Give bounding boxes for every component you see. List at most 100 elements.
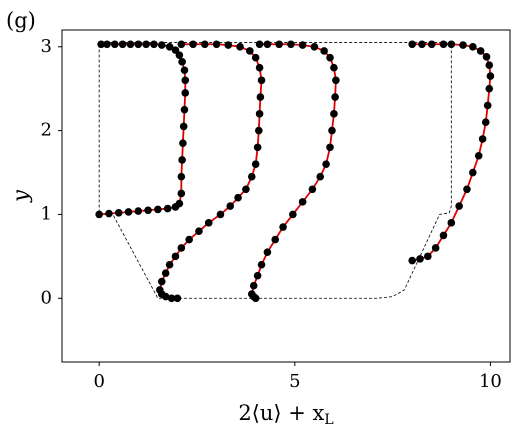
- data-point: [201, 40, 209, 49]
- data-point: [478, 135, 487, 143]
- data-point: [476, 47, 485, 55]
- data-point: [463, 185, 471, 194]
- data-point: [224, 41, 233, 49]
- data-point: [171, 252, 180, 261]
- data-point: [483, 101, 492, 110]
- data-point: [328, 126, 336, 135]
- data-point: [310, 42, 319, 51]
- data-point: [427, 40, 436, 49]
- data-point: [212, 40, 221, 49]
- data-point: [320, 47, 328, 55]
- plot-frame: [61, 29, 511, 363]
- data-point: [486, 72, 495, 80]
- profile-line: [250, 43, 337, 299]
- data-point: [326, 53, 334, 62]
- data-point: [287, 40, 295, 49]
- data-point: [257, 260, 266, 269]
- data-point: [154, 205, 162, 214]
- x-tick-label: 5: [289, 371, 300, 392]
- data-point: [279, 223, 287, 231]
- data-point: [134, 207, 143, 215]
- panel-label: (g): [6, 9, 36, 33]
- data-point: [189, 40, 197, 49]
- data-point: [481, 118, 490, 127]
- data-point: [111, 40, 119, 49]
- data-point: [126, 40, 135, 49]
- data-point: [179, 139, 187, 147]
- data-point: [114, 208, 123, 217]
- profile-line: [99, 43, 187, 216]
- data-point: [469, 168, 477, 177]
- data-point: [474, 151, 483, 160]
- x-axis-label-sub: L: [324, 412, 333, 428]
- data-point: [234, 193, 242, 202]
- data-point: [195, 227, 203, 236]
- data-point: [330, 110, 338, 118]
- x-tick-label: 0: [93, 371, 104, 392]
- data-point: [185, 235, 193, 244]
- data-point: [180, 66, 189, 75]
- data-point: [181, 76, 190, 85]
- data-point: [255, 63, 264, 72]
- data-point: [316, 172, 325, 181]
- data-point: [177, 40, 186, 49]
- data-point: [157, 41, 166, 49]
- data-point: [157, 277, 166, 286]
- data-point: [181, 89, 190, 97]
- data-point: [439, 40, 448, 49]
- data-point: [298, 41, 307, 49]
- data-point: [156, 286, 164, 294]
- data-point: [165, 42, 174, 51]
- data-point: [179, 122, 188, 131]
- y-tick-label: 0: [41, 287, 52, 308]
- data-point: [249, 281, 258, 290]
- data-point: [255, 40, 264, 49]
- data-point: [167, 294, 176, 303]
- data-point: [105, 209, 113, 218]
- data-point: [134, 40, 143, 49]
- x-axis-label-main: 2⟨u⟩ + x: [238, 401, 324, 425]
- data-point: [418, 40, 426, 49]
- data-point: [165, 260, 174, 269]
- data-point: [255, 126, 263, 135]
- data-point: [95, 210, 103, 219]
- data-point: [322, 160, 330, 168]
- data-point: [275, 40, 283, 49]
- data-point: [144, 206, 152, 215]
- y-axis-label: y: [9, 189, 33, 203]
- x-tick-label: 10: [479, 371, 502, 392]
- data-point: [173, 294, 182, 303]
- data-point: [271, 235, 280, 244]
- data-point: [150, 40, 158, 49]
- data-point: [469, 42, 477, 51]
- data-point: [124, 208, 133, 216]
- data-point: [216, 210, 225, 219]
- domain-outline: [98, 42, 452, 299]
- data-point: [253, 143, 262, 152]
- data-point: [326, 143, 334, 152]
- data-point: [247, 290, 256, 298]
- data-point: [177, 172, 186, 181]
- data-point: [289, 210, 297, 219]
- data-point: [455, 202, 463, 210]
- data-point: [178, 58, 186, 66]
- y-tick-label: 1: [41, 203, 52, 224]
- data-point: [255, 110, 264, 118]
- data-point: [204, 219, 213, 227]
- data-point: [161, 269, 170, 277]
- data-point: [142, 40, 150, 49]
- data-point: [408, 40, 416, 49]
- data-point: [263, 40, 272, 49]
- data-point: [447, 219, 456, 227]
- data-point: [482, 53, 491, 61]
- data-point: [408, 256, 416, 265]
- data-point: [180, 105, 189, 114]
- data-point: [97, 40, 105, 49]
- data-point: [175, 199, 184, 208]
- data-point: [226, 202, 235, 210]
- data-point: [178, 156, 186, 164]
- data-point: [485, 84, 494, 93]
- data-point: [308, 185, 317, 194]
- data-point: [236, 42, 244, 51]
